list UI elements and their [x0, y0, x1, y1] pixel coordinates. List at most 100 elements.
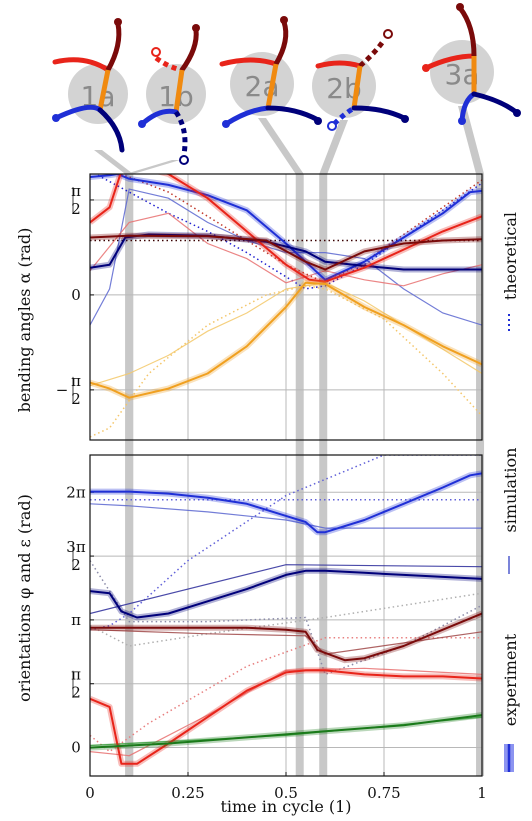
- pose-2a-blue-limb: [223, 105, 271, 127]
- pose-2b-navy-limb: [351, 105, 407, 121]
- series-simulation-1: [90, 212, 482, 287]
- phase-connector-2a: [258, 118, 304, 174]
- pose-3a-red-limb: [423, 53, 477, 71]
- xtick-label: 0: [85, 784, 95, 802]
- pose-1b-darkred-limb: [179, 27, 199, 73]
- pose-2a-navy-limb: [265, 105, 321, 123]
- ytick-label-num: π: [71, 666, 81, 684]
- series-experiment-0: [90, 472, 482, 534]
- pose-2a-blue-foot: [222, 120, 230, 128]
- ytick-label: π: [71, 611, 81, 629]
- phase-band-2a: [295, 174, 304, 776]
- xtick-label: 0.25: [171, 784, 204, 802]
- pose-1b-red-limb: [154, 55, 183, 73]
- series-theoretical-1: [116, 174, 482, 284]
- phase-band-1b: [125, 174, 134, 776]
- series-experiment-0: [90, 174, 482, 281]
- pose-1a-navy-limb: [97, 107, 125, 153]
- pose-1a-darkred-foot: [114, 18, 122, 26]
- phase-connector-2b: [319, 120, 348, 174]
- series-experiment-1: [90, 569, 482, 619]
- pose-1a-blue-foot: [52, 114, 60, 122]
- pose-1b-torso: [173, 69, 185, 113]
- pose-2a-navy-foot: [314, 117, 322, 125]
- series-experiment-3: [90, 669, 482, 765]
- pose-1b-navy-foot: [179, 155, 189, 165]
- ytick-label-den: 2: [71, 556, 81, 574]
- pose-3a-red-foot: [422, 64, 430, 72]
- legend-experiment-label: experiment: [501, 633, 520, 726]
- series-simulation-0: [90, 503, 482, 529]
- pose-2a-darkred-foot: [280, 16, 288, 24]
- phase-band-3a: [476, 174, 485, 776]
- xtick-label: 0.5: [274, 784, 298, 802]
- pose-2b-navy-foot: [401, 115, 409, 123]
- pose-1b: 1b: [138, 24, 206, 165]
- pose-3a-darkred-limb: [457, 5, 477, 59]
- pose-1a-darkred-limb: [105, 21, 122, 73]
- series-experiment-4: [90, 714, 482, 749]
- series-experiment-2: [90, 612, 482, 662]
- legend-theoretical-label: theoretical: [501, 212, 520, 300]
- pose-1b-red-foot: [151, 47, 161, 57]
- series-theoretical-1: [90, 455, 482, 631]
- phase-connector-1a: [94, 150, 134, 174]
- robot-poses: 1a 1b: [52, 3, 521, 165]
- pose-2b-red-limb: [315, 60, 363, 69]
- pose-2b-blue-foot: [327, 121, 337, 131]
- series-group: [90, 455, 482, 767]
- ytick-label-den: 2: [71, 684, 81, 702]
- pose-2a-circle: [230, 52, 294, 116]
- series-simulation-1: [90, 564, 482, 615]
- ytick-sign: −: [56, 381, 69, 399]
- pose-2a-darkred-limb: [273, 19, 289, 67]
- phase-band-2b: [319, 174, 328, 776]
- series-experiment-1: [90, 233, 482, 271]
- legend: theoretical simulation experiment: [501, 212, 520, 772]
- legend-simulation-label: simulation: [501, 448, 520, 533]
- pose-1b-blue-foot: [138, 120, 146, 128]
- pose-2b-darkred-limb: [358, 38, 387, 68]
- phase-bands: [94, 106, 485, 776]
- ytick-label-num: π: [71, 372, 81, 390]
- series-experiment-2: [90, 174, 482, 283]
- pose-3a-navy-limb: [471, 91, 519, 115]
- pose-2b: 2b: [312, 29, 409, 131]
- series-simulation-2: [90, 629, 482, 655]
- pose-1b-navy-limb: [173, 110, 188, 155]
- panel-frame: [89, 173, 483, 441]
- pose-3a-circle: [430, 40, 494, 104]
- pose-2b-blue-limb: [332, 105, 356, 126]
- series-simulation-0: [90, 188, 482, 326]
- xtick-label: 1: [477, 784, 487, 802]
- ylabel-bending-angles: bending angles α (rad): [15, 228, 34, 413]
- pose-2a: 2a: [219, 16, 322, 128]
- phase-connector-1b: [125, 160, 180, 174]
- ylabel-orientations: orientations φ and ε (rad): [15, 494, 34, 702]
- series-experiment-4: [90, 281, 482, 399]
- series-group: [90, 174, 482, 438]
- pose-1a: 1a: [52, 18, 128, 153]
- pose-3a: 3a: [422, 3, 521, 125]
- series-theoretical-3: [90, 285, 482, 438]
- pose-2b-torso: [351, 65, 363, 109]
- pose-1b-circle: [146, 64, 206, 124]
- series-experiment-3: [90, 234, 482, 271]
- ytick-label: 0: [71, 739, 81, 757]
- ytick-label-num: 3π: [66, 538, 86, 556]
- pose-3a-navy-foot: [513, 109, 521, 117]
- pose-3a-blue-foot: [458, 117, 466, 125]
- pose-1a-torso: [97, 69, 111, 111]
- xtick-label: 0.75: [367, 784, 400, 802]
- pose-2a-torso: [265, 63, 279, 109]
- ytick-label: 0: [71, 286, 81, 304]
- pose-2b-darkred-foot: [383, 29, 393, 39]
- xlabel: time in cycle (1): [220, 797, 351, 816]
- pose-3a-darkred-foot: [456, 3, 464, 11]
- pose-2a-red-limb: [219, 57, 279, 67]
- ytick-label-den: 2: [71, 200, 81, 218]
